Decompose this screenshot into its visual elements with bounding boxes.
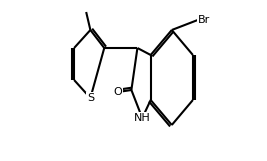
Text: NH: NH xyxy=(134,113,151,123)
Text: O: O xyxy=(114,87,123,97)
Text: Br: Br xyxy=(198,15,210,25)
Text: S: S xyxy=(87,93,94,103)
